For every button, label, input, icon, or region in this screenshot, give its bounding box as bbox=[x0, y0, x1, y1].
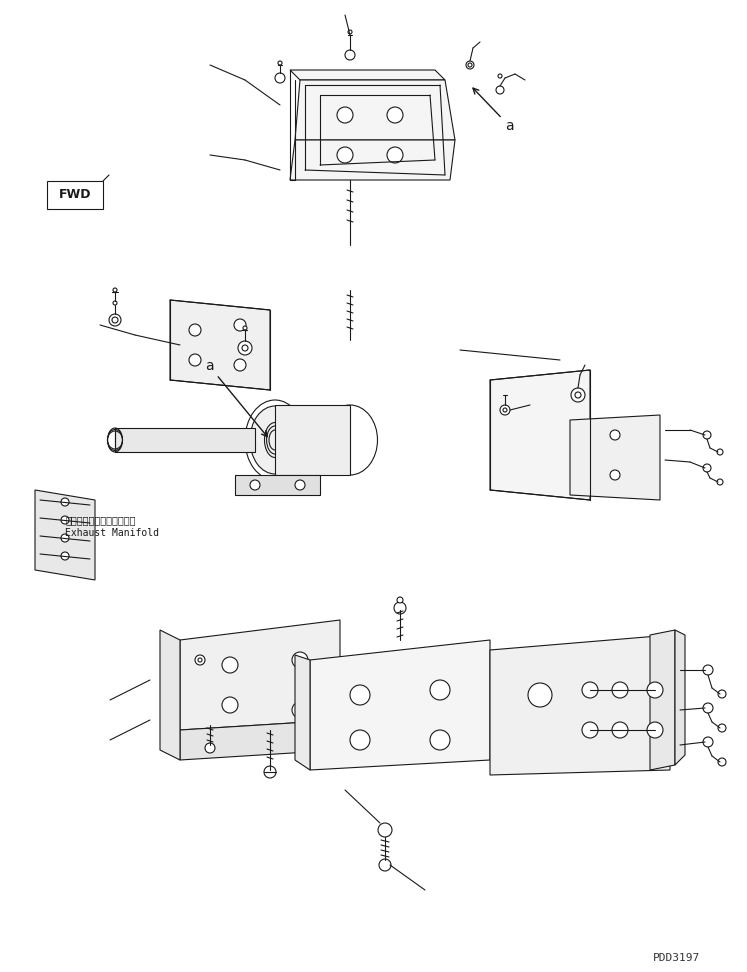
Circle shape bbox=[337, 147, 353, 163]
Circle shape bbox=[198, 658, 202, 662]
Text: Exhaust Manifold: Exhaust Manifold bbox=[65, 528, 159, 538]
Polygon shape bbox=[650, 630, 675, 770]
Circle shape bbox=[234, 319, 246, 331]
Circle shape bbox=[703, 665, 713, 675]
Circle shape bbox=[350, 685, 370, 705]
Circle shape bbox=[647, 722, 663, 738]
Circle shape bbox=[430, 680, 450, 700]
Circle shape bbox=[717, 449, 723, 455]
Circle shape bbox=[387, 147, 403, 163]
Circle shape bbox=[61, 552, 69, 560]
Ellipse shape bbox=[245, 400, 305, 480]
Circle shape bbox=[718, 724, 726, 732]
Circle shape bbox=[466, 61, 474, 69]
Circle shape bbox=[189, 354, 201, 366]
Circle shape bbox=[718, 758, 726, 766]
Circle shape bbox=[378, 823, 392, 837]
Circle shape bbox=[575, 392, 581, 398]
Polygon shape bbox=[290, 140, 455, 180]
Circle shape bbox=[612, 722, 628, 738]
Circle shape bbox=[612, 682, 628, 698]
Polygon shape bbox=[290, 70, 445, 80]
Polygon shape bbox=[115, 428, 255, 452]
Polygon shape bbox=[490, 635, 670, 775]
Circle shape bbox=[703, 737, 713, 747]
Circle shape bbox=[571, 388, 585, 402]
Text: エキゾーストマニホールド: エキゾーストマニホールド bbox=[65, 515, 135, 525]
Circle shape bbox=[703, 703, 713, 713]
Circle shape bbox=[348, 30, 352, 34]
Circle shape bbox=[394, 602, 406, 614]
Text: a: a bbox=[473, 88, 514, 133]
Circle shape bbox=[498, 74, 502, 78]
Circle shape bbox=[345, 50, 355, 60]
Circle shape bbox=[582, 722, 598, 738]
Circle shape bbox=[242, 345, 248, 351]
Circle shape bbox=[496, 86, 504, 94]
Circle shape bbox=[113, 288, 117, 292]
Circle shape bbox=[238, 341, 252, 355]
Polygon shape bbox=[180, 720, 340, 760]
Circle shape bbox=[582, 682, 598, 698]
Circle shape bbox=[350, 730, 370, 750]
Circle shape bbox=[61, 534, 69, 542]
Circle shape bbox=[718, 690, 726, 698]
Text: PDD3197: PDD3197 bbox=[653, 953, 700, 963]
Polygon shape bbox=[675, 630, 685, 765]
Polygon shape bbox=[170, 300, 270, 390]
Text: a: a bbox=[205, 359, 267, 436]
Polygon shape bbox=[295, 80, 455, 140]
Circle shape bbox=[503, 408, 507, 412]
Circle shape bbox=[500, 405, 510, 415]
Polygon shape bbox=[180, 620, 340, 730]
Circle shape bbox=[292, 702, 308, 718]
Ellipse shape bbox=[323, 405, 377, 475]
Circle shape bbox=[113, 301, 117, 305]
Circle shape bbox=[275, 73, 285, 83]
Polygon shape bbox=[490, 370, 590, 500]
Circle shape bbox=[264, 766, 276, 778]
Circle shape bbox=[292, 652, 308, 668]
Circle shape bbox=[528, 683, 552, 707]
Bar bbox=[47, 181, 103, 209]
Circle shape bbox=[109, 314, 121, 326]
Polygon shape bbox=[235, 475, 320, 495]
Circle shape bbox=[430, 730, 450, 750]
Circle shape bbox=[278, 61, 282, 65]
Circle shape bbox=[205, 743, 215, 753]
Circle shape bbox=[610, 430, 620, 440]
Polygon shape bbox=[35, 490, 95, 580]
Circle shape bbox=[189, 324, 201, 336]
Circle shape bbox=[234, 359, 246, 371]
Polygon shape bbox=[310, 640, 490, 770]
Ellipse shape bbox=[250, 406, 300, 474]
Circle shape bbox=[112, 317, 118, 323]
Circle shape bbox=[337, 107, 353, 123]
Circle shape bbox=[195, 655, 205, 665]
Circle shape bbox=[61, 498, 69, 506]
Polygon shape bbox=[275, 405, 350, 475]
Polygon shape bbox=[570, 415, 660, 500]
Circle shape bbox=[610, 470, 620, 480]
Circle shape bbox=[61, 516, 69, 524]
Circle shape bbox=[250, 480, 260, 490]
Polygon shape bbox=[295, 655, 310, 770]
Circle shape bbox=[387, 107, 403, 123]
Circle shape bbox=[222, 657, 238, 673]
Circle shape bbox=[222, 697, 238, 713]
Polygon shape bbox=[160, 630, 180, 760]
Circle shape bbox=[397, 597, 403, 603]
Circle shape bbox=[243, 326, 247, 330]
Circle shape bbox=[295, 480, 305, 490]
Circle shape bbox=[703, 431, 711, 439]
Circle shape bbox=[468, 63, 472, 67]
Circle shape bbox=[717, 479, 723, 485]
Circle shape bbox=[379, 859, 391, 871]
Circle shape bbox=[647, 682, 663, 698]
Text: FWD: FWD bbox=[59, 189, 91, 201]
Circle shape bbox=[703, 464, 711, 472]
